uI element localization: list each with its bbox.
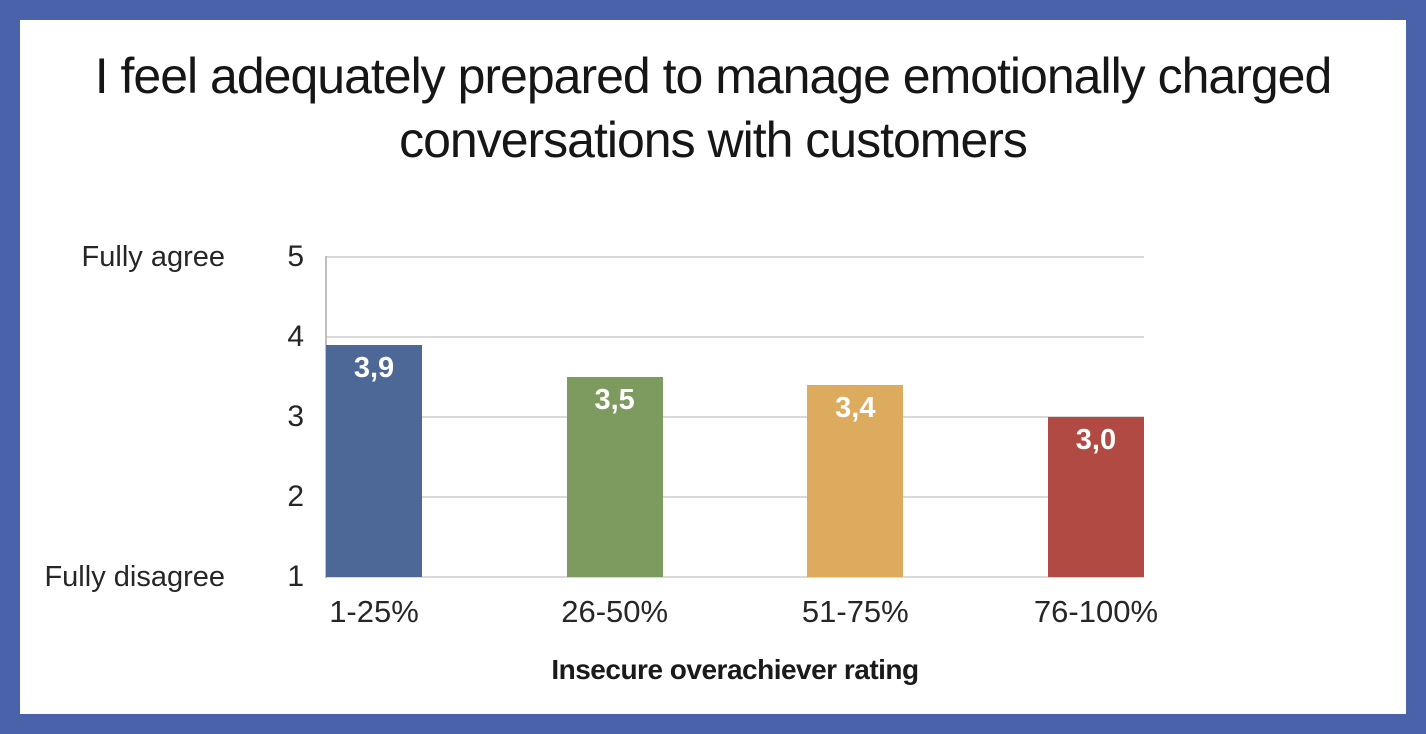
x-label-1-25: 1-25% [329,594,419,629]
x-axis-labels: 1-25% 26-50% 51-75% 76-100% [326,594,1158,630]
x-label-cell: 1-25% [326,594,422,630]
x-label-cell: 26-50% [561,594,668,630]
y-tick-1: 1 [287,560,304,593]
bar-76-100-value-label: 3,0 [1075,424,1117,456]
bar-series: 3,9 3,5 3,4 3,0 [326,257,1144,577]
y-tick-5: 5 [287,240,304,273]
y-tick-4: 4 [287,320,304,353]
gridline-1-baseline [326,576,1144,578]
x-label-51-75: 51-75% [801,594,909,629]
gridline-5 [326,256,1144,258]
x-label-26-50: 26-50% [561,594,669,629]
chart-title-line-1: I feel adequately prepared to manage emo… [94,48,1333,104]
gridline-3 [326,416,1144,418]
gridline-2 [326,496,1144,498]
bar-1-25-value-label: 3,9 [353,352,395,384]
bar-76-100: 3,0 [1047,417,1144,577]
chart-title: I feel adequately prepared to manage emo… [20,44,1406,172]
bar-26-50: 3,5 [566,377,663,577]
bar-51-75-value-label: 3,4 [835,392,876,424]
chart-canvas: I feel adequately prepared to manage emo… [20,20,1406,714]
bar-51-75: 3,4 [807,385,904,577]
bar-26-50-value-label: 3,5 [594,384,635,416]
x-label-cell: 76-100% [1034,594,1158,630]
y-tick-2: 2 [287,480,304,513]
bar-1-25: 3,9 [326,345,422,577]
plot-area: 3,9 3,5 3,4 3,0 [325,256,1144,578]
chart-title-line-2: conversations with customers [399,112,1028,168]
y-axis-ticks: 5 4 3 2 1 [224,240,304,593]
x-label-76-100: 76-100% [1033,594,1159,629]
y-tick-3: 3 [287,400,304,433]
x-label-cell: 51-75% [802,594,909,630]
gridline-4 [326,336,1144,338]
y-annotation-fully-disagree: Fully disagree [44,561,225,593]
x-axis-title: Insecure overachiever rating [551,654,919,685]
y-annotation-fully-agree: Fully agree [81,241,225,273]
